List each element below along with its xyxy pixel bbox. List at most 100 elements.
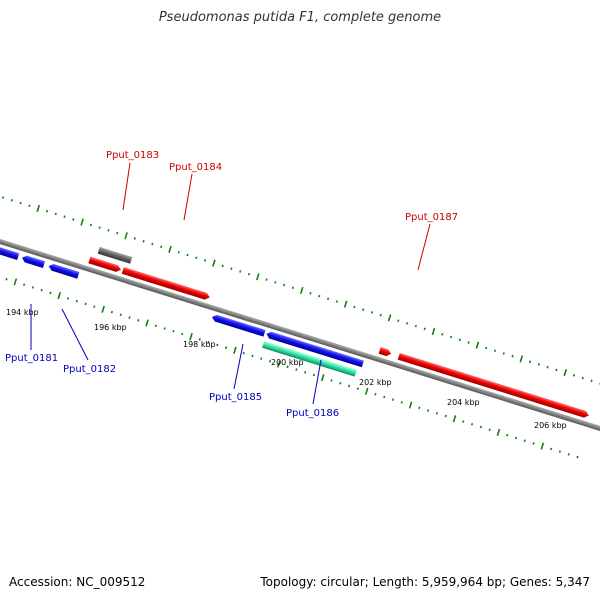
upper-minor-tick (485, 346, 488, 350)
leader-pput-0184 (183, 173, 193, 221)
lower-minor-tick (31, 286, 34, 289)
gene-label-pput-0184[interactable]: Pput_0184 (169, 162, 222, 173)
upper-minor-tick (19, 201, 22, 205)
upper-minor-tick (63, 215, 66, 218)
lower-minor-tick (312, 373, 316, 377)
upper-minor-tick (247, 272, 251, 276)
lower-minor-tick (5, 277, 8, 281)
upper-minor-tick (590, 379, 593, 383)
upper-minor-tick (502, 352, 505, 355)
gene-pput-0181[interactable] (21, 254, 45, 268)
lower-minor-tick (339, 381, 342, 385)
lower-minor-tick (22, 283, 26, 287)
gene-pput-0187[interactable] (397, 352, 590, 419)
upper-major-tick (519, 355, 524, 363)
lower-major-tick (189, 333, 193, 341)
upper-major-tick (431, 327, 436, 336)
gene-pput-0183[interactable] (88, 256, 122, 273)
lower-major-tick (452, 415, 457, 423)
lower-minor-tick (84, 302, 87, 306)
lower-minor-tick (198, 338, 201, 341)
upper-minor-tick (291, 286, 295, 290)
gene-label-pput-0187[interactable]: Pput_0187 (405, 212, 458, 223)
upper-minor-tick (537, 363, 540, 366)
upper-minor-tick (230, 267, 233, 270)
upper-tick-track (1, 196, 600, 385)
gene-label-pput-0186[interactable]: Pput_0186 (286, 408, 339, 419)
lower-minor-tick (304, 370, 307, 374)
lower-major-tick (364, 387, 369, 395)
upper-minor-tick (581, 376, 584, 380)
lower-minor-tick (479, 425, 482, 429)
lower-minor-tick (172, 329, 175, 333)
upper-minor-tick (318, 294, 321, 298)
lower-minor-tick (514, 436, 518, 440)
upper-minor-tick (151, 242, 154, 246)
lower-minor-tick (558, 450, 561, 453)
lower-minor-tick (462, 420, 465, 423)
scale-label-198: 198 kbp (183, 340, 216, 349)
gene-label-pput-0183[interactable]: Pput_0183 (106, 150, 159, 161)
scale-label-204: 204 kbp (447, 398, 480, 407)
upper-major-tick (256, 273, 260, 281)
lower-major-tick (145, 319, 149, 327)
gene-labels: Pput_0181 Pput_0182 Pput_0183 Pput_0184 … (5, 150, 458, 419)
gene-pput-0185[interactable] (211, 314, 266, 337)
lower-minor-tick (576, 455, 579, 459)
lower-minor-tick (383, 395, 386, 399)
gene-plus-small[interactable] (378, 347, 393, 357)
lower-minor-tick (128, 316, 131, 319)
gene-label-leaders (30, 162, 431, 405)
upper-minor-tick (239, 270, 242, 273)
lower-minor-tick (523, 439, 526, 442)
upper-minor-tick (467, 341, 470, 344)
upper-minor-tick (449, 335, 453, 339)
lower-minor-tick (268, 360, 272, 363)
upper-minor-tick (353, 305, 356, 309)
gene-pput-0186[interactable] (265, 331, 364, 368)
feature-gray-0183[interactable] (97, 246, 133, 264)
gene-label-pput-0185[interactable]: Pput_0185 (209, 392, 262, 403)
gene-pput-0184[interactable] (121, 267, 211, 301)
upper-minor-tick (414, 324, 417, 328)
scale-label-202: 202 kbp (359, 378, 392, 387)
lower-minor-tick (260, 357, 263, 360)
upper-minor-tick (274, 281, 277, 284)
upper-minor-tick (28, 204, 31, 208)
upper-major-tick (80, 218, 84, 226)
scale-labels: 194 kbp 196 kbp 198 kbp 200 kbp 202 kbp … (6, 308, 567, 430)
upper-minor-tick (423, 327, 426, 331)
upper-major-tick (343, 300, 348, 308)
upper-minor-tick (1, 196, 5, 199)
upper-minor-tick (186, 253, 189, 257)
upper-major-tick (36, 204, 41, 212)
gene-label-pput-0181[interactable]: Pput_0181 (5, 353, 58, 364)
gene-pput-0182[interactable] (48, 263, 80, 279)
lower-minor-tick (506, 433, 509, 437)
upper-minor-tick (572, 374, 576, 377)
upper-minor-tick (54, 212, 57, 216)
cds-pput-0186[interactable] (262, 341, 357, 377)
lower-minor-tick (347, 384, 351, 388)
upper-minor-tick (379, 313, 382, 317)
upper-minor-tick (160, 245, 163, 249)
lower-minor-tick (181, 332, 184, 336)
gene-label-pput-0182[interactable]: Pput_0182 (63, 364, 116, 375)
lower-minor-tick (374, 392, 377, 396)
scale-label-194: 194 kbp (6, 308, 39, 317)
upper-minor-tick (107, 229, 110, 232)
leader-pput-0187 (417, 223, 431, 271)
upper-minor-tick (441, 333, 444, 336)
upper-minor-tick (116, 231, 119, 235)
upper-minor-tick (309, 292, 312, 295)
lower-minor-tick (435, 412, 439, 415)
upper-minor-tick (203, 259, 207, 262)
upper-major-tick (387, 314, 392, 322)
upper-minor-tick (98, 226, 101, 229)
leader-pput-0186 (312, 359, 322, 405)
lower-tick-track (5, 277, 579, 459)
upper-minor-tick (458, 338, 461, 342)
upper-minor-tick (326, 297, 330, 301)
gene-pput-0181-edge[interactable] (0, 243, 20, 260)
